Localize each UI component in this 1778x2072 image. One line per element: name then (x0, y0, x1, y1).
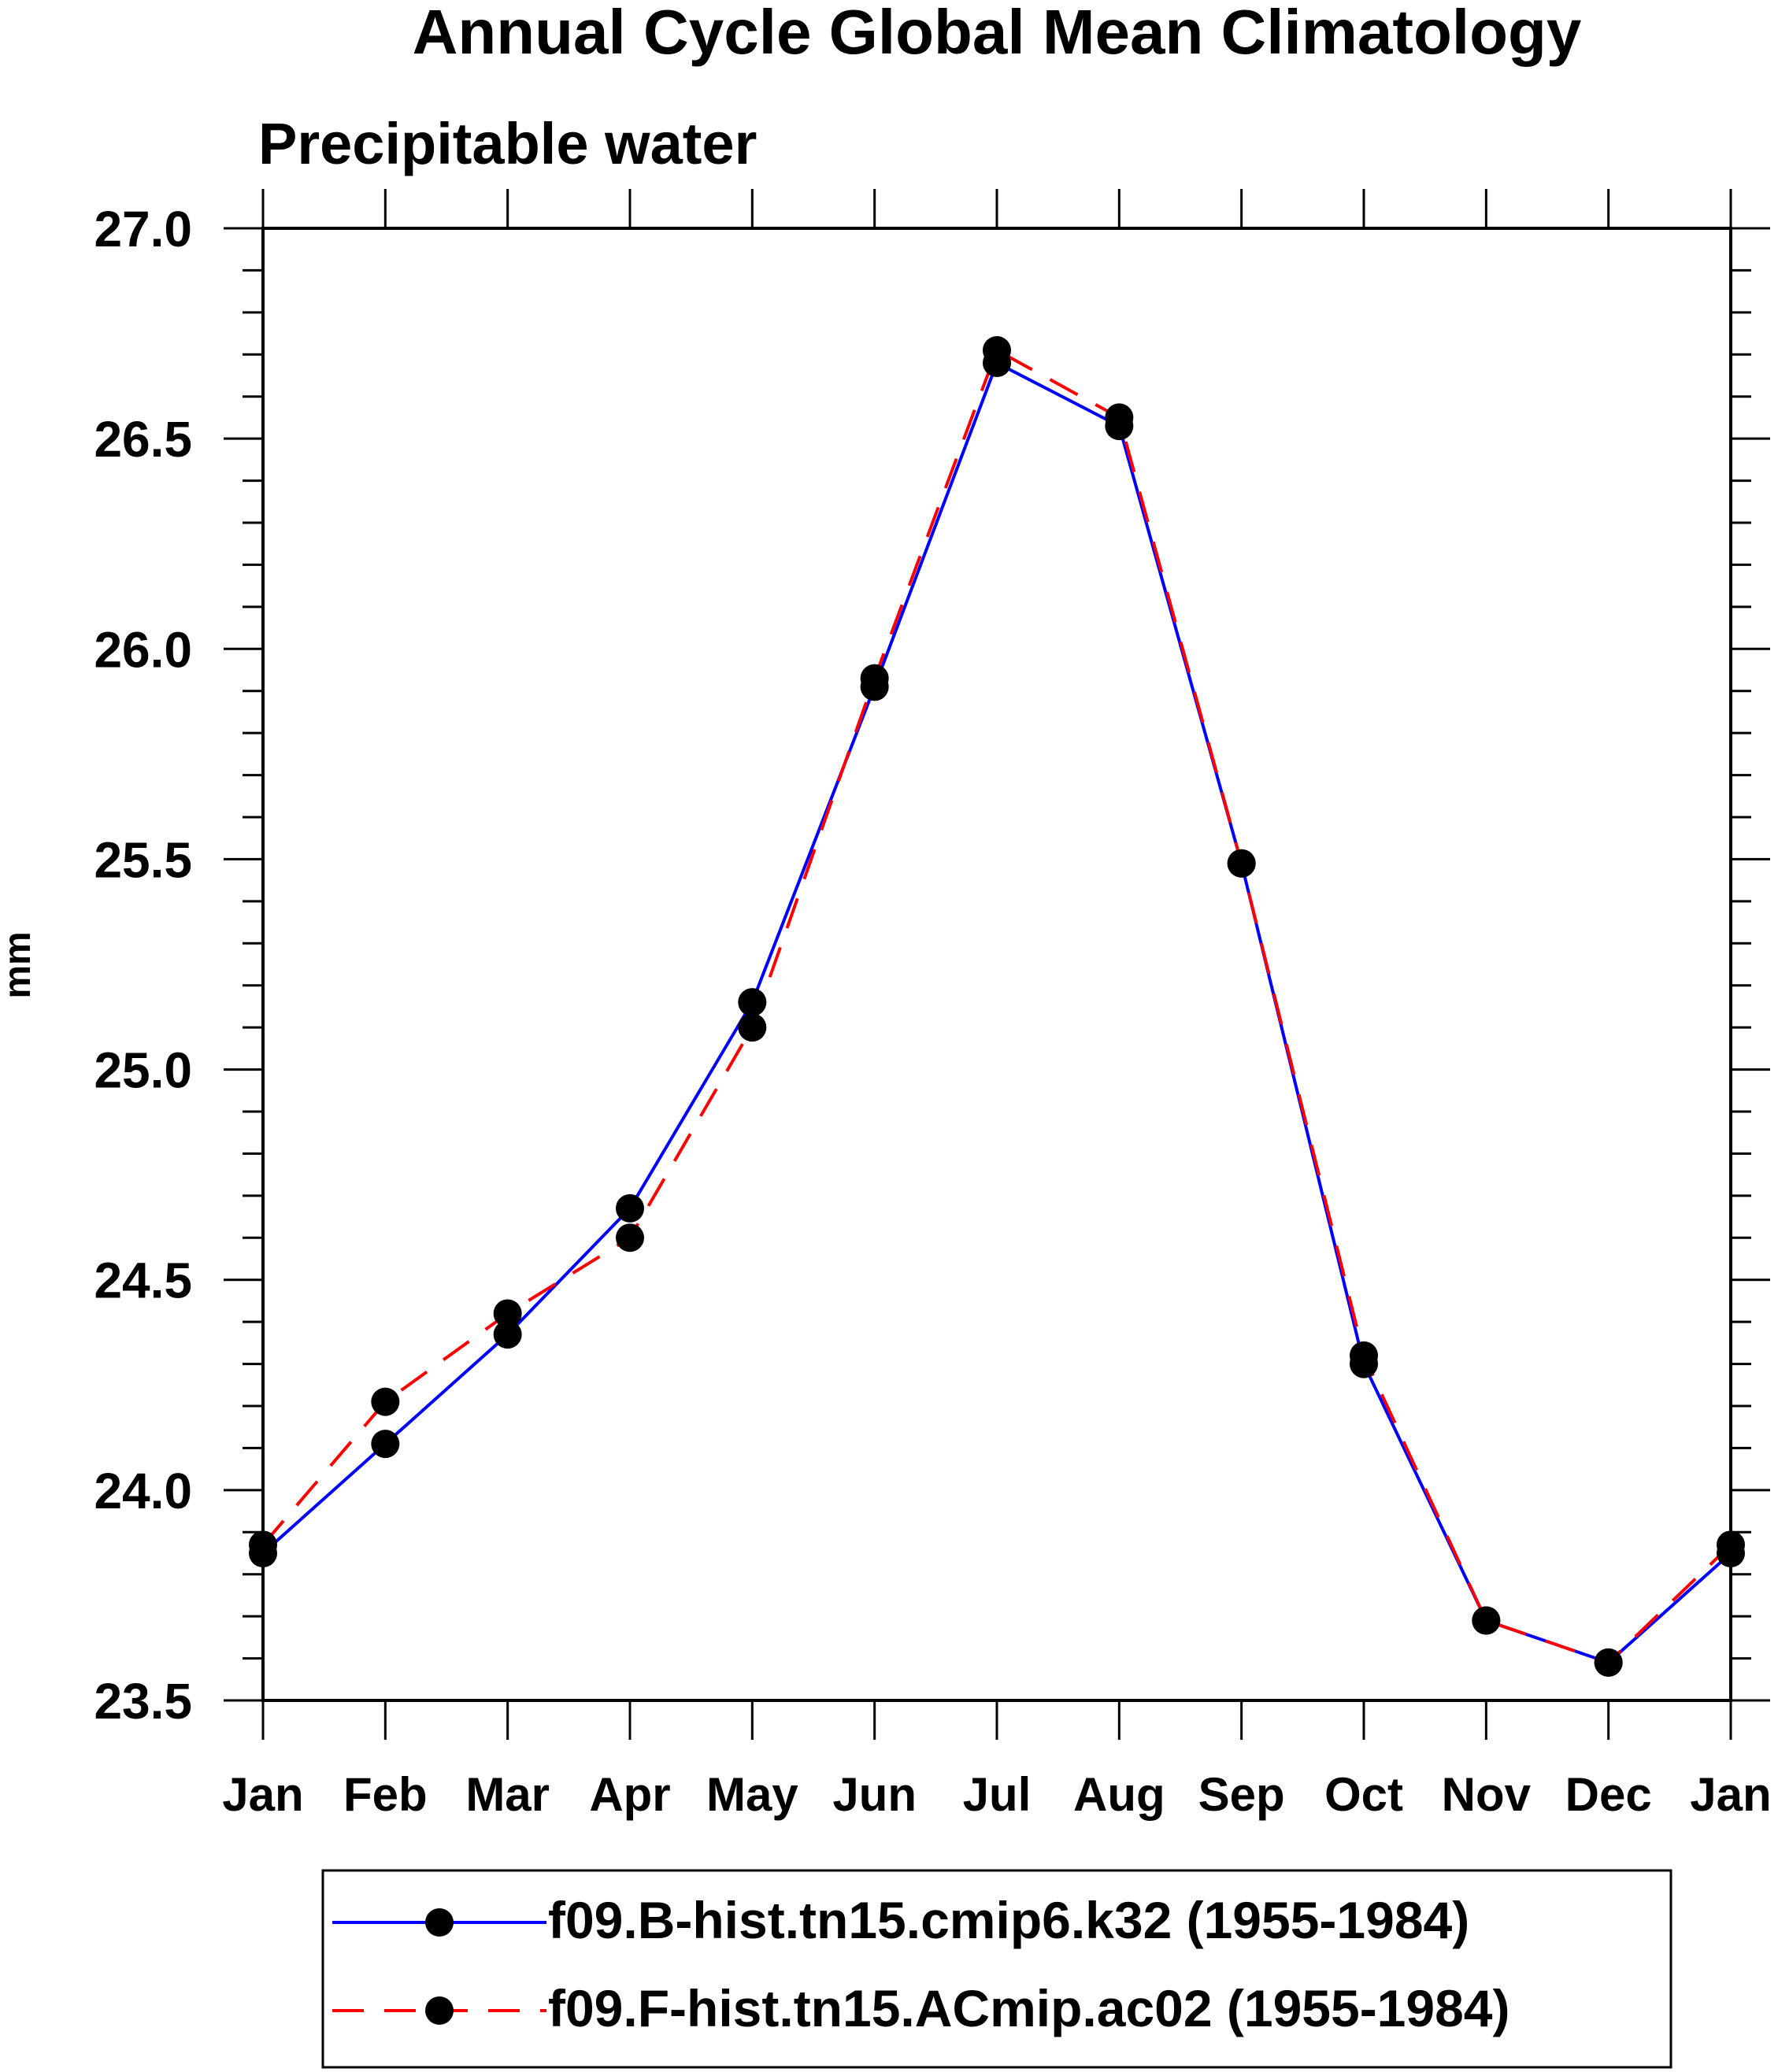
y-tick-label: 24.5 (94, 1252, 192, 1309)
y-axis-label: mm (0, 931, 39, 998)
series-line-2 (261, 348, 1732, 1664)
data-point-series-2 (1227, 849, 1256, 878)
legend-marker-series-1 (425, 1908, 454, 1937)
data-point-series-2 (1594, 1648, 1623, 1677)
y-tick-label: 26.5 (94, 411, 192, 468)
plot-area: 23.5 24.0 24.5 25.0 25.5 26.0 26.5 27.0 Jan Feb M… (94, 189, 1772, 1821)
x-tick-label: Nov (1442, 1768, 1532, 1821)
data-point-series-1 (616, 1193, 644, 1223)
legend-label-series-1: f09.B-hist.tn15.cmip6.k32 (1955-1984) (548, 1891, 1469, 1949)
data-point-series-2 (983, 335, 1011, 364)
data-point-series-1 (493, 1320, 522, 1349)
x-tick-label: Jan (222, 1768, 303, 1821)
series-line-1 (261, 361, 1732, 1664)
x-tick-label: Aug (1073, 1768, 1165, 1821)
y-tick-label: 27.0 (94, 201, 192, 257)
y-tick-label: 26.0 (94, 621, 192, 678)
x-tick-label: Jul (963, 1768, 1032, 1821)
y-tick-label: 23.5 (94, 1673, 192, 1730)
data-point-series-2 (738, 1013, 767, 1042)
legend-label-series-2: f09.F-hist.tn15.ACmip.ac02 (1955-1984) (548, 1979, 1509, 2037)
legend-frame (321, 1869, 1672, 2069)
y-tick-label: 25.0 (94, 1042, 192, 1099)
y-tick-labels: 23.5 24.0 24.5 25.0 25.5 26.0 26.5 27.0 (94, 201, 192, 1730)
series-lines (261, 348, 1732, 1664)
data-point-series-2 (249, 1530, 277, 1560)
data-point-series-2 (1105, 403, 1134, 432)
data-point-series-2 (616, 1223, 644, 1252)
axis-ticks (224, 189, 1770, 1740)
x-tick-label: Oct (1324, 1768, 1403, 1821)
data-point-series-2 (1472, 1606, 1501, 1635)
data-point-series-2 (860, 664, 889, 693)
x-tick-label: May (706, 1768, 798, 1821)
x-tick-label: Dec (1565, 1768, 1652, 1821)
x-tick-label: Feb (343, 1768, 428, 1821)
data-point-series-2 (1717, 1530, 1745, 1560)
data-point-series-1 (738, 988, 767, 1017)
x-tick-label: Jun (832, 1768, 917, 1821)
y-tick-label: 24.0 (94, 1463, 192, 1519)
data-point-series-2 (371, 1387, 400, 1416)
chart-title: Annual Cycle Global Mean Climatology (413, 0, 1582, 67)
x-tick-label: Mar (465, 1768, 550, 1821)
x-tick-label: Jan (1690, 1768, 1771, 1821)
chart-subtitle: Precipitable water (258, 111, 757, 176)
legend-marker-series-2 (425, 1996, 454, 2025)
legend: f09.B-hist.tn15.cmip6.k32 (1955-1984) f0… (321, 1869, 1672, 2069)
series-markers (249, 335, 1745, 1677)
data-point-series-2 (1350, 1341, 1378, 1370)
x-tick-label: Sep (1198, 1768, 1285, 1821)
data-point-series-1 (371, 1430, 400, 1459)
plot-frame (261, 227, 1732, 1702)
y-tick-label: 25.5 (94, 831, 192, 888)
x-tick-labels: Jan Feb Mar Apr May Jun Jul Aug Sep Oct Nov Dec Jan (222, 1768, 1771, 1821)
x-tick-label: Apr (589, 1768, 670, 1821)
data-point-series-2 (493, 1299, 522, 1328)
